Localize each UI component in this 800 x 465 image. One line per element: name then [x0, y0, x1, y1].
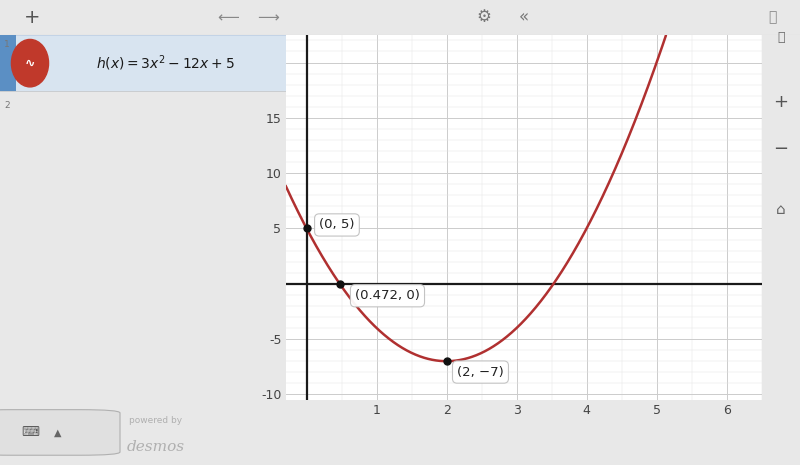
Bar — [0, 35, 16, 92]
Text: 🔧: 🔧 — [777, 31, 785, 44]
Text: ⚙: ⚙ — [477, 8, 491, 27]
Text: $h(x) = 3x^2 - 12x + 5$: $h(x) = 3x^2 - 12x + 5$ — [96, 53, 235, 73]
Text: ⌨: ⌨ — [22, 426, 39, 439]
Text: powered by: powered by — [130, 416, 182, 425]
Text: «: « — [519, 8, 529, 27]
Text: +: + — [24, 8, 40, 27]
Text: desmos: desmos — [127, 440, 185, 454]
Text: 2: 2 — [4, 100, 10, 110]
Text: ▲: ▲ — [54, 427, 62, 438]
Text: +: + — [774, 93, 788, 111]
Text: ⟵: ⟵ — [217, 10, 239, 25]
Text: 🔧: 🔧 — [768, 10, 776, 25]
Text: ⟶: ⟶ — [257, 10, 279, 25]
FancyBboxPatch shape — [0, 410, 120, 455]
Text: ∿: ∿ — [25, 57, 35, 70]
Text: 1: 1 — [4, 40, 10, 49]
Text: ⌂: ⌂ — [776, 202, 786, 217]
Bar — [0, 35, 286, 92]
Text: (2, −7): (2, −7) — [457, 365, 504, 379]
Circle shape — [11, 40, 49, 87]
Text: (0, 5): (0, 5) — [319, 219, 354, 232]
Text: −: − — [774, 140, 788, 158]
Text: (0.472, 0): (0.472, 0) — [355, 289, 420, 302]
